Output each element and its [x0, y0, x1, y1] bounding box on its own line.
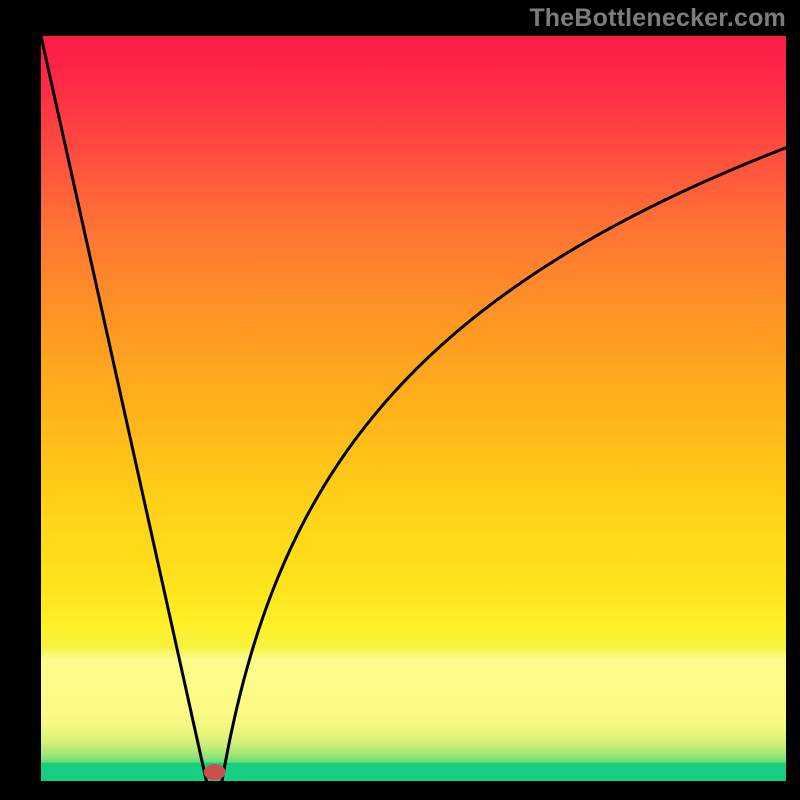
plot-svg — [41, 36, 786, 781]
green-band — [41, 763, 786, 781]
watermark-text: TheBottlenecker.com — [529, 4, 786, 33]
plot-area — [41, 36, 786, 781]
optimum-marker — [204, 764, 226, 780]
gradient-background — [41, 36, 786, 781]
stage: TheBottlenecker.com — [0, 0, 800, 800]
